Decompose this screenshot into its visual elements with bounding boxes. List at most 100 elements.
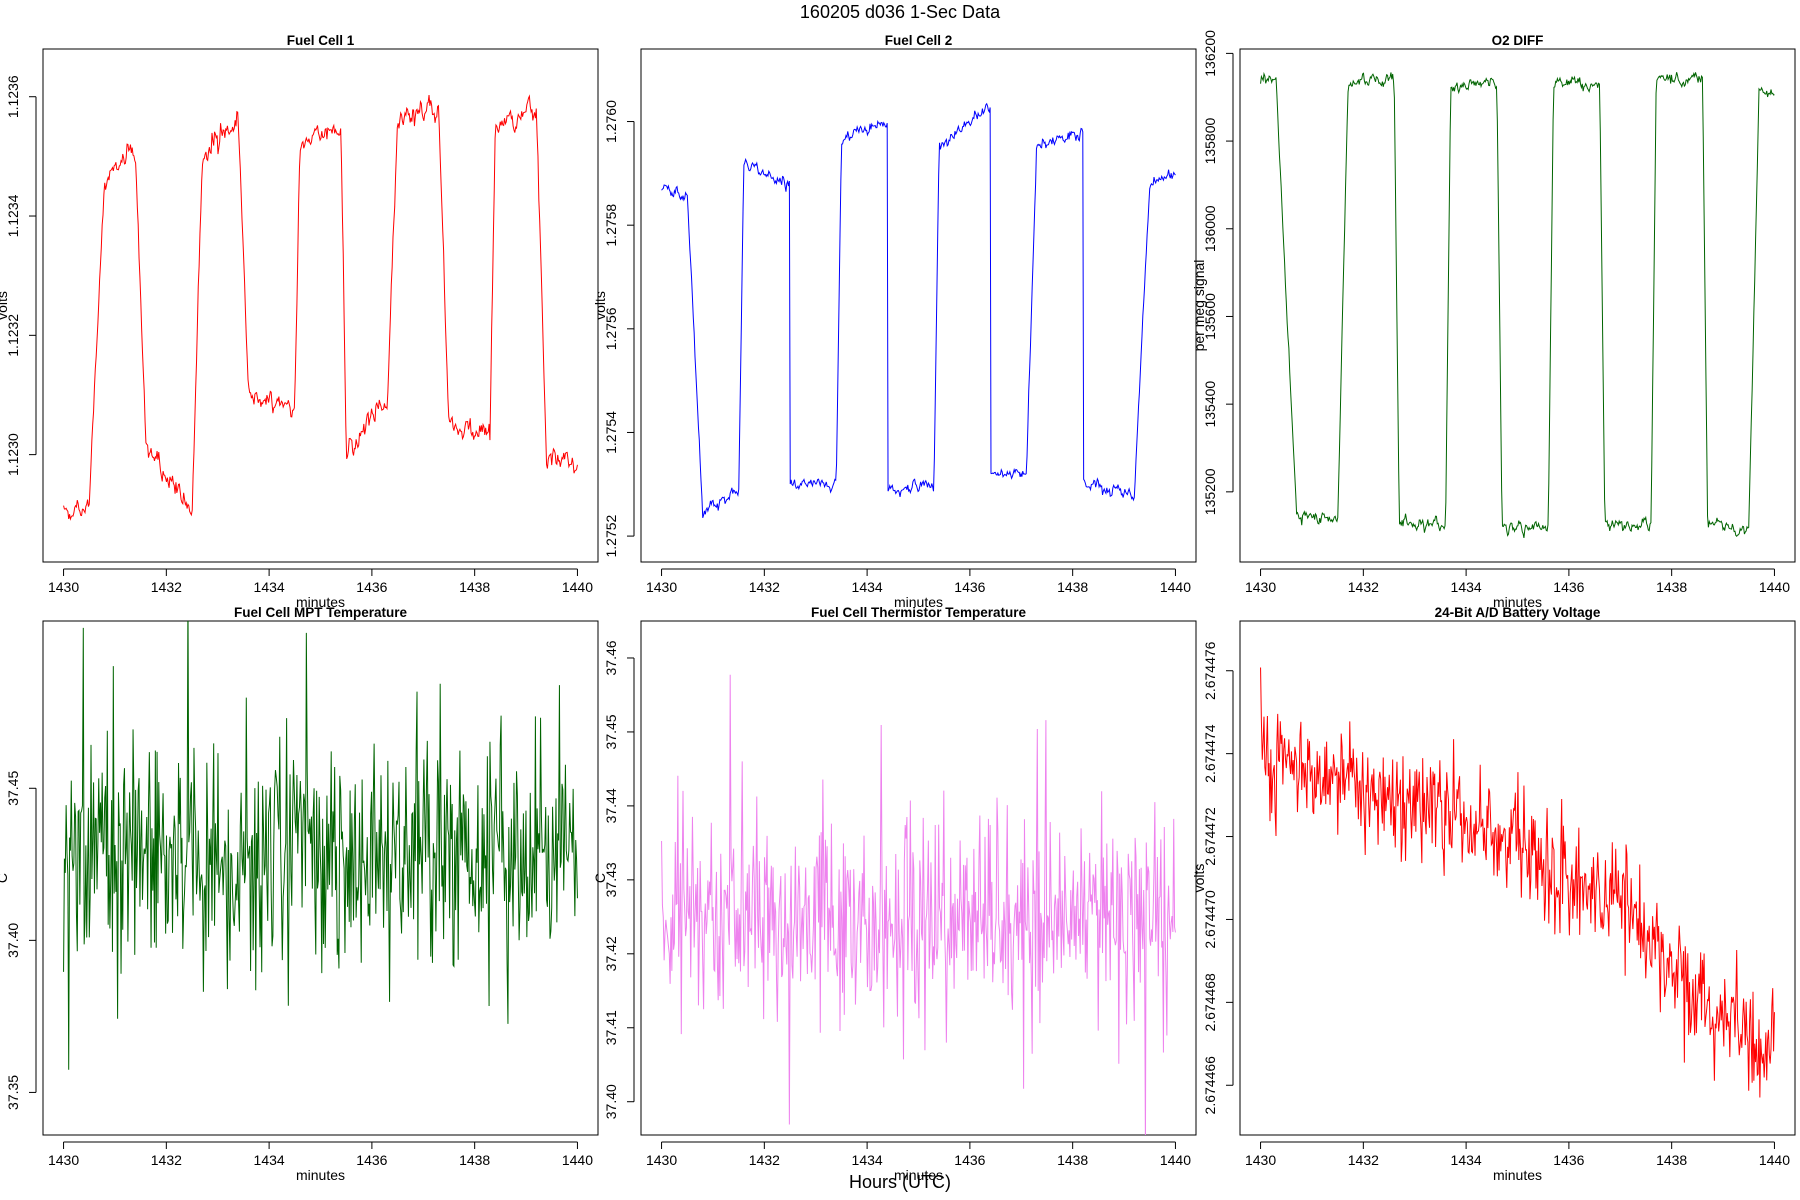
y-tick-label: 2.674468 [1202, 973, 1218, 1032]
x-tick-label: 1430 [48, 1152, 79, 1168]
y-tick-label: 2.674476 [1202, 641, 1218, 700]
series-line [661, 674, 1176, 1135]
chart-title: Fuel Cell MPT Temperature [234, 605, 408, 620]
x-tick-label: 1440 [1759, 579, 1790, 595]
x-tick-label: 1430 [646, 579, 677, 595]
y-tick-label: 135800 [1202, 118, 1218, 165]
y-tick-label: 1.1232 [5, 314, 21, 357]
y-axis-label: per meg signal [1191, 260, 1207, 352]
y-tick-label: 37.44 [603, 788, 619, 823]
y-tick-label: 135600 [1202, 293, 1218, 340]
x-tick-label: 1436 [954, 1152, 985, 1168]
x-tick-label: 1432 [151, 579, 182, 595]
y-tick-label: 37.41 [603, 1010, 619, 1045]
x-axis-label: minutes [296, 1167, 345, 1183]
y-tick-label: 37.45 [5, 771, 21, 806]
chart-panel-3: O2 DIFF 1430 1432 1434 1436 1438 1440 minutes 13… [1191, 30, 1796, 610]
y-tick-label: 37.35 [5, 1075, 21, 1110]
y-tick-label: 1.1230 [5, 433, 21, 476]
y-tick-label: 1.2756 [603, 307, 619, 350]
chart-panel-1: Fuel Cell 1 1430 1432 1434 1436 1438 1440 minut… [0, 33, 599, 610]
y-axis-label: C [592, 873, 608, 883]
x-tick-label: 1436 [1553, 579, 1584, 595]
x-tick-label: 1438 [459, 1152, 490, 1168]
y-tick-label: 2.674466 [1202, 1056, 1218, 1115]
y-tick-label: 37.46 [603, 640, 619, 675]
plot-frame [640, 620, 1197, 1136]
y-tick-label: 37.43 [603, 862, 619, 897]
x-tick-label: 1434 [852, 1152, 883, 1168]
y-tick-label: 1.2758 [603, 204, 619, 247]
y-tick-label: 1.2752 [603, 514, 619, 557]
x-tick-label: 1432 [749, 1152, 780, 1168]
x-tick-label: 1432 [1348, 1152, 1379, 1168]
x-tick-label: 1430 [1245, 1152, 1276, 1168]
chart-title: Fuel Cell 1 [287, 33, 355, 48]
x-tick-label: 1430 [646, 1152, 677, 1168]
x-tick-label: 1438 [1656, 579, 1687, 595]
x-tick-label: 1434 [1451, 579, 1482, 595]
x-tick-label: 1438 [459, 579, 490, 595]
x-tick-label: 1432 [1348, 579, 1379, 595]
chart-panel-2: Fuel Cell 2 1430 1432 1434 1436 1438 1440 minut… [592, 33, 1197, 610]
footer-xlabel: Hours (UTC) [849, 1172, 951, 1192]
chart-panel-4: Fuel Cell MPT Temperature 1430 1432 1434 143… [0, 605, 599, 1183]
series-line [1260, 667, 1775, 1098]
y-tick-label: 135400 [1202, 381, 1218, 428]
x-tick-label: 1430 [1245, 579, 1276, 595]
y-tick-label: 37.42 [603, 936, 619, 971]
chart-title: O2 DIFF [1492, 33, 1544, 48]
y-tick-label: 1.1236 [5, 75, 21, 118]
y-tick-label: 136000 [1202, 205, 1218, 252]
plot-frame [1239, 620, 1796, 1136]
y-axis-label: volts [0, 291, 10, 320]
chart-panels: Fuel Cell 1 1430 1432 1434 1436 1438 1440 minut… [0, 30, 1796, 1183]
x-tick-label: 1436 [356, 579, 387, 595]
x-tick-label: 1432 [151, 1152, 182, 1168]
x-axis-label: minutes [296, 594, 345, 610]
x-tick-label: 1438 [1656, 1152, 1687, 1168]
x-tick-label: 1440 [562, 579, 593, 595]
x-tick-label: 1438 [1057, 1152, 1088, 1168]
x-axis-label: minutes [1493, 594, 1542, 610]
series-line [63, 94, 578, 521]
x-axis-label: minutes [894, 594, 943, 610]
y-tick-label: 37.45 [603, 714, 619, 749]
x-tick-label: 1434 [852, 579, 883, 595]
series-line [63, 621, 578, 1070]
y-axis-label: volts [1191, 864, 1207, 893]
x-axis-label: minutes [1493, 1167, 1542, 1183]
y-tick-label: 135200 [1202, 468, 1218, 515]
x-tick-label: 1432 [749, 579, 780, 595]
plot-frame [42, 620, 599, 1136]
y-tick-label: 2.674470 [1202, 890, 1218, 949]
y-tick-label: 37.40 [603, 1084, 619, 1119]
plot-frame [1239, 48, 1796, 563]
y-tick-label: 1.2754 [603, 411, 619, 454]
x-tick-label: 1440 [1759, 1152, 1790, 1168]
x-tick-label: 1436 [1553, 1152, 1584, 1168]
x-tick-label: 1434 [1451, 1152, 1482, 1168]
plot-frame [42, 48, 599, 563]
x-tick-label: 1430 [48, 579, 79, 595]
x-tick-label: 1434 [254, 579, 285, 595]
y-tick-label: 136200 [1202, 30, 1218, 77]
y-tick-label: 37.40 [5, 923, 21, 958]
chart-title: Fuel Cell 2 [885, 33, 953, 48]
y-tick-label: 2.674472 [1202, 807, 1218, 866]
chart-panel-5: Fuel Cell Thermistor Temperature 1430 1432… [592, 605, 1197, 1183]
y-axis-label: volts [592, 291, 608, 320]
y-axis-label: C [0, 873, 10, 883]
x-tick-label: 1438 [1057, 579, 1088, 595]
x-tick-label: 1440 [562, 1152, 593, 1168]
x-axis-label: minutes [894, 1167, 943, 1183]
x-tick-label: 1436 [954, 579, 985, 595]
y-tick-label: 1.1234 [5, 194, 21, 237]
chart-panel-6: 24-Bit A/D Battery Voltage 1430 1432 1434 14… [1191, 605, 1796, 1183]
series-line [661, 102, 1176, 519]
x-tick-label: 1436 [356, 1152, 387, 1168]
x-tick-label: 1440 [1160, 1152, 1191, 1168]
x-tick-label: 1434 [254, 1152, 285, 1168]
x-tick-label: 1440 [1160, 579, 1191, 595]
